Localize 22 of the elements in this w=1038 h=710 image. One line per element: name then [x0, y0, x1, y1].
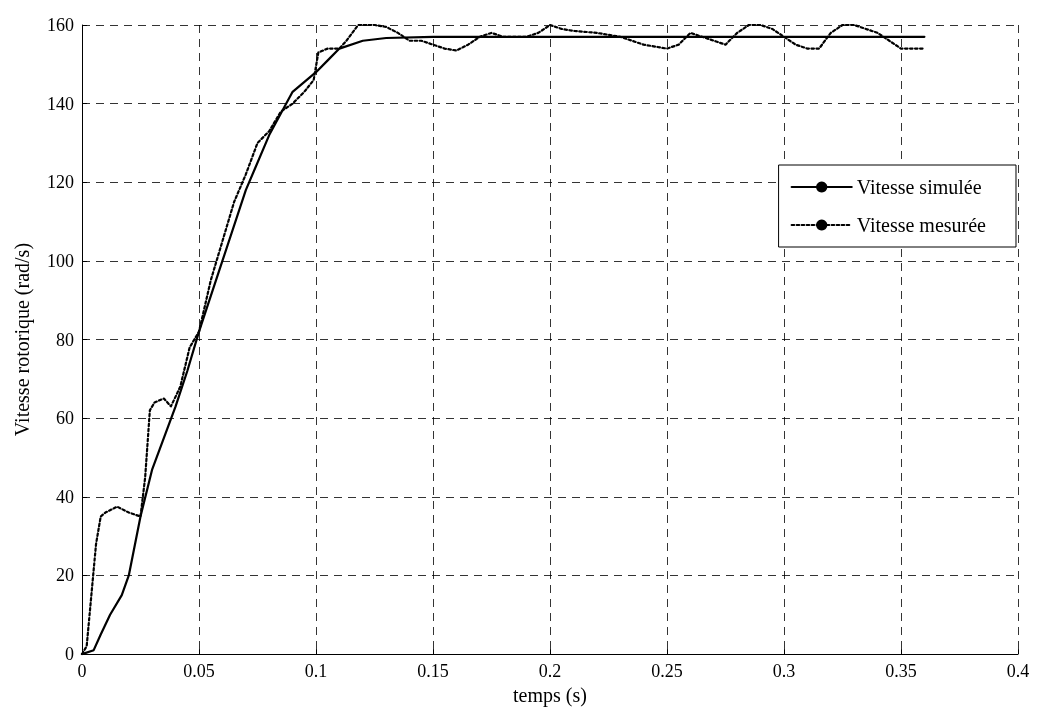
- x-tick-label: 0.1: [304, 661, 328, 682]
- x-tick-label: 0.05: [183, 661, 215, 682]
- y-tick-label: 100: [47, 250, 74, 271]
- x-tick-label: 0.4: [1006, 661, 1030, 682]
- y-tick-label: 140: [47, 93, 74, 114]
- y-tick-label: 20: [56, 565, 74, 586]
- y-tick-label: 160: [47, 15, 74, 35]
- x-tick-label: 0: [77, 661, 87, 682]
- y-axis-title: Vitesse rotorique (rad/s): [11, 242, 34, 437]
- y-tick-label: 120: [47, 172, 74, 193]
- legend-label: Vitesse simulée: [856, 176, 982, 198]
- x-tick-label: 0.25: [651, 661, 683, 682]
- x-tick-label: 0.3: [772, 661, 796, 682]
- x-tick-label: 0.15: [417, 661, 449, 682]
- x-axis-title: temps (s): [513, 684, 587, 707]
- y-tick-label: 60: [56, 408, 74, 429]
- x-tick-label: 0.2: [538, 661, 562, 682]
- y-tick-label: 0: [65, 644, 74, 665]
- y-tick-label: 80: [56, 329, 74, 350]
- y-tick-label: 40: [56, 486, 74, 507]
- x-tick-label: 0.35: [885, 661, 917, 682]
- legend-label: Vitesse mesurée: [856, 214, 987, 236]
